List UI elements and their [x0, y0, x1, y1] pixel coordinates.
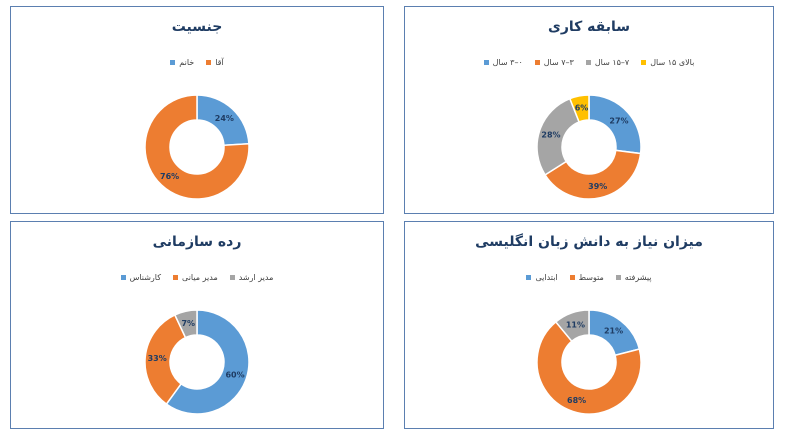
legend-item: ۰–۳ سال — [483, 55, 523, 69]
legend-swatch — [534, 59, 540, 65]
chart-title: سابقه کاری — [547, 19, 630, 35]
data-label: 76% — [160, 172, 179, 181]
donut-slice — [165, 309, 250, 415]
legend-label: ۰–۳ سال — [492, 57, 523, 67]
legend-swatch — [483, 59, 489, 65]
legend-label: ۳–۷ سال — [543, 57, 574, 67]
legend-label: کارشناس — [129, 272, 162, 282]
donut-chart: 21% 68% 11% — [536, 309, 642, 415]
donut-slice — [536, 320, 642, 415]
data-label: 28% — [541, 131, 560, 140]
chart-legend: مدیر ارشد مدیر میانی کارشناس — [11, 270, 383, 284]
legend-swatch — [585, 59, 591, 65]
legend-label: متوسط — [578, 272, 604, 282]
legend-item: کارشناس — [120, 270, 162, 284]
data-label: 6% — [575, 104, 589, 113]
donut-chart: 27% 39% 28% 6% — [536, 94, 642, 200]
legend-swatch — [120, 274, 126, 280]
legend-label: خانم — [179, 57, 195, 67]
chart-title: میزان نیاز به دانش زبان انگلیسی — [475, 234, 703, 250]
data-label: 7% — [181, 319, 195, 328]
donut-slice — [144, 313, 187, 406]
donut-chart: 24% 76% — [144, 94, 250, 200]
data-label: 60% — [225, 370, 244, 379]
legend-label: پیشرفته — [624, 272, 652, 282]
legend-swatch — [206, 59, 212, 65]
legend-item: ابتدایی — [526, 270, 558, 284]
donut-chart: 60% 33% 7% — [144, 309, 250, 415]
data-label: 39% — [588, 182, 607, 191]
chart-legend: بالای ۱۵ سال ۷–۱۵ سال ۳–۷ سال ۰–۳ سال — [405, 55, 773, 69]
legend-swatch — [615, 274, 621, 280]
legend-swatch — [526, 274, 532, 280]
data-label: 27% — [609, 117, 628, 126]
chart-panel-english-level: میزان نیاز به دانش زبان انگلیسی پیشرفته مت… — [404, 221, 774, 429]
legend-label: ۷–۱۵ سال — [594, 57, 630, 67]
chart-title: جنسیت — [171, 19, 223, 35]
legend-item: ۷–۱۵ سال — [585, 55, 630, 69]
data-label: 21% — [604, 326, 623, 335]
chart-panel-gender: جنسیت آقا خانم 24% 76% — [10, 6, 384, 214]
chart-panel-work-experience: سابقه کاری بالای ۱۵ سال ۷–۱۵ سال ۳–۷ سال ۰–۳… — [404, 6, 774, 214]
legend-swatch — [229, 274, 235, 280]
legend-swatch — [569, 274, 575, 280]
donut-slice — [144, 94, 250, 200]
data-label: 68% — [567, 396, 586, 405]
chart-legend: پیشرفته متوسط ابتدایی — [405, 270, 773, 284]
legend-item: خانم — [170, 55, 194, 69]
legend-label: آقا — [215, 57, 224, 67]
legend-label: بالای ۱۵ سال — [650, 57, 695, 67]
donut-slice — [173, 309, 198, 339]
legend-item: مدیر میانی — [173, 270, 218, 284]
data-label: 24% — [215, 114, 234, 123]
donut-slice — [554, 309, 590, 343]
legend-item: مدیر ارشد — [229, 270, 274, 284]
legend-label: ابتدایی — [535, 272, 558, 282]
legend-item: بالای ۱۵ سال — [641, 55, 694, 69]
legend-item: متوسط — [569, 270, 604, 284]
legend-item: آقا — [206, 55, 224, 69]
data-label: 33% — [148, 354, 167, 363]
chart-title: رده سازمانی — [152, 234, 242, 250]
donut-slice — [536, 97, 581, 176]
donut-slice — [544, 149, 642, 200]
legend-item: پیشرفته — [615, 270, 652, 284]
legend-label: مدیر ارشد — [238, 272, 274, 282]
chart-legend: آقا خانم — [11, 55, 383, 69]
legend-label: مدیر میانی — [182, 272, 218, 282]
legend-swatch — [641, 59, 647, 65]
legend-item: ۳–۷ سال — [534, 55, 574, 69]
legend-swatch — [170, 59, 176, 65]
data-label: 11% — [566, 320, 585, 329]
legend-swatch — [173, 274, 179, 280]
chart-panel-org-level: رده سازمانی مدیر ارشد مدیر میانی کارشناس 60%… — [10, 221, 384, 429]
donut-slice — [568, 94, 590, 123]
